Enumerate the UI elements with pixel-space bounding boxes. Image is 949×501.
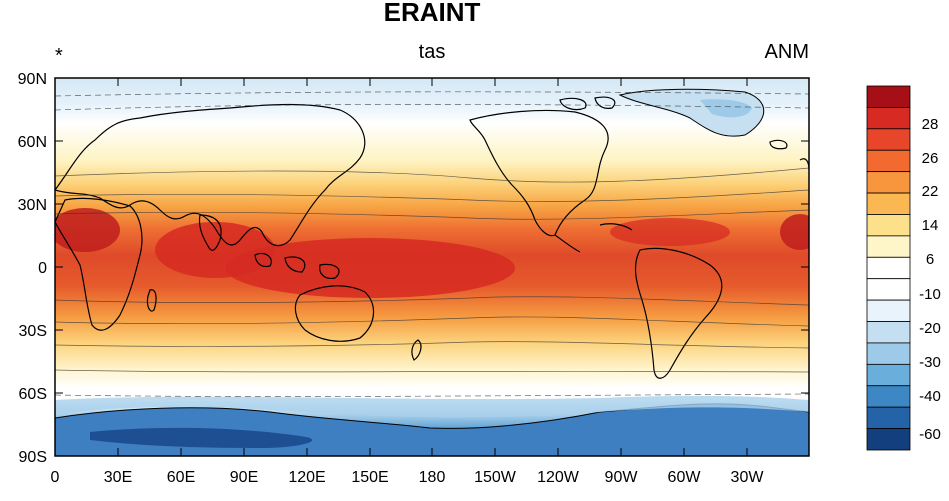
lon-label: 120E — [288, 469, 325, 486]
warm-anomalies — [55, 208, 809, 298]
lon-label: 60W — [668, 469, 702, 486]
colorbar-label: -10 — [919, 286, 941, 303]
lon-label: 150W — [474, 469, 517, 486]
colorbar-label: 26 — [922, 150, 939, 167]
right-string: ANM — [765, 41, 809, 63]
lon-label: 0 — [51, 469, 60, 486]
colorbar-label: 22 — [922, 183, 939, 200]
colorbar-box — [866, 342, 911, 365]
colorbar-box — [866, 385, 911, 408]
colorbar-label: 6 — [926, 251, 934, 268]
colorbar-box — [866, 278, 911, 301]
lat-label: 60N — [18, 134, 47, 151]
lat-axis: 90N 60N 30N 0 30S 60S 90S — [18, 71, 809, 466]
colorbar-box — [866, 85, 911, 108]
center-string: tas — [419, 41, 446, 63]
map-panel — [55, 78, 809, 456]
lat-label: 30S — [19, 323, 47, 340]
lon-label: 180 — [419, 469, 446, 486]
colorbar-box — [866, 149, 911, 173]
colorbar-box — [866, 171, 911, 194]
lon-axis: 0 30E 60E 90E 120E 150E 180 150W 120W 90… — [51, 78, 765, 486]
colorbar — [866, 85, 911, 451]
colorbar-box — [866, 107, 911, 130]
colorbar-label: -40 — [919, 388, 941, 405]
colorbar-box — [866, 128, 911, 151]
colorbar-labels: 28 26 22 14 6 -10 -20 -30 -40 -60 — [919, 116, 941, 443]
colorbar-label: -60 — [919, 426, 941, 443]
coastlines — [55, 96, 809, 379]
colorbar-box — [866, 363, 911, 387]
colorbar-label: 14 — [922, 217, 939, 234]
colorbar-label: -20 — [919, 320, 941, 337]
africa-coast — [55, 197, 143, 331]
lon-label: 90E — [230, 469, 258, 486]
colorbar-box — [866, 428, 911, 451]
colorbar-box — [866, 321, 911, 344]
left-string: * — [55, 45, 63, 67]
colorbar-box — [866, 235, 911, 258]
lon-label: 120W — [537, 469, 580, 486]
lat-label: 30N — [18, 197, 47, 214]
colorbar-label: 28 — [922, 116, 939, 133]
colorbar-box — [866, 299, 911, 322]
map-title: ERAINT — [384, 0, 481, 27]
colorbar-label: -30 — [919, 354, 941, 371]
australia-coast — [294, 285, 374, 342]
lat-label: 90N — [18, 71, 47, 88]
lon-label: 30E — [104, 469, 132, 486]
colorbar-box — [866, 192, 911, 215]
north-america-coast — [469, 109, 609, 237]
colorbar-box — [866, 214, 911, 237]
lon-label: 60E — [167, 469, 195, 486]
lat-label: 90S — [19, 449, 47, 466]
colorbar-box — [866, 406, 911, 429]
lon-label: 30W — [731, 469, 765, 486]
eurasia-coast — [55, 103, 366, 247]
colorbar-box — [866, 256, 911, 280]
lon-label: 90W — [605, 469, 639, 486]
lat-label: 60S — [19, 386, 47, 403]
south-america-coast — [634, 247, 723, 379]
lon-label: 150E — [351, 469, 388, 486]
contour-lines — [55, 91, 809, 397]
lat-label: 0 — [38, 260, 47, 277]
